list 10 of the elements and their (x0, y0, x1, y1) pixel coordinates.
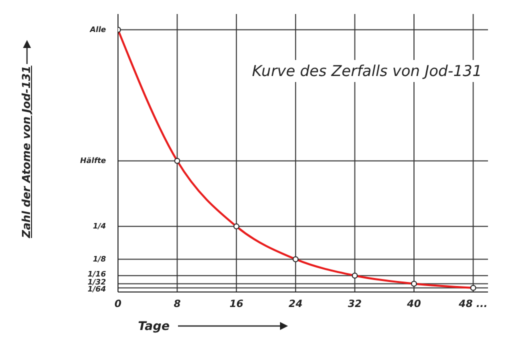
x-tick-label: 48 ... (458, 299, 488, 310)
x-tick-label: 0 (114, 299, 122, 310)
y-axis-title: Zahl der Atome von Jod-131 (20, 66, 33, 238)
text: Kurve des Zerfalls von Jod-131 (248, 60, 486, 82)
x-tick-label: 40 (406, 299, 421, 310)
x-tick-label: 24 (288, 299, 303, 310)
x-tick-label: 8 (174, 299, 181, 310)
x-tick-label: 32 (348, 299, 362, 310)
x-tick-label: 16 (229, 299, 244, 310)
x-axis-title: Tage (138, 319, 170, 333)
